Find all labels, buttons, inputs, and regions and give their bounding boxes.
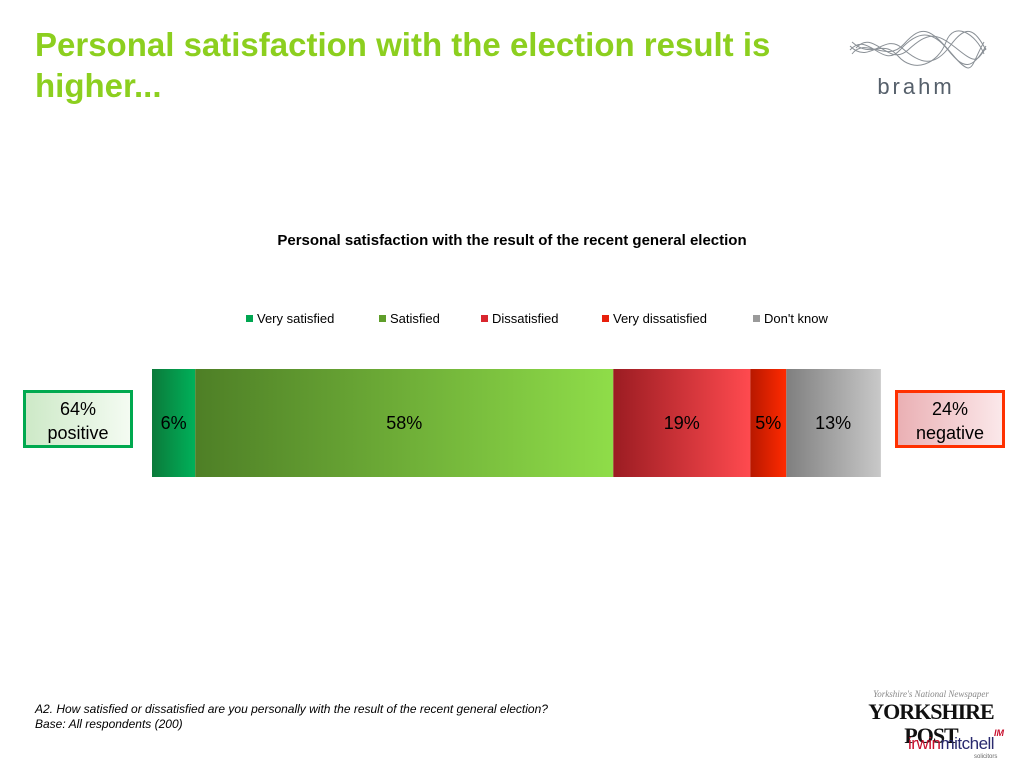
bar-segment-dissatisfied: [613, 369, 751, 477]
data-label: 58%: [386, 413, 422, 433]
negative-callout: 24% negative: [895, 390, 1005, 448]
legend-swatch: [246, 315, 253, 322]
yorkshire-post-logo: Yorkshire's National Newspaper YORKSHIRE…: [848, 688, 1014, 748]
legend-label: Very satisfied: [257, 311, 335, 326]
legend-item-dissatisfied: Dissatisfied: [481, 310, 558, 328]
footnote-question: A2. How satisfied or dissatisfied are yo…: [35, 702, 548, 716]
chart-title: Personal satisfaction with the result of…: [277, 232, 747, 249]
bar-segment-satisfied: [195, 369, 614, 477]
legend-label: Very dissatisfied: [613, 311, 707, 326]
footnote: A2. How satisfied or dissatisfied are yo…: [35, 702, 548, 732]
bar-segment-very-satisfied: [152, 369, 196, 477]
irwin-mitchell-part1: irwin: [908, 734, 941, 753]
irwin-mitchell-logo: irwinmitchell solicitors IM: [908, 728, 1020, 764]
legend-item-very-dissatisfied: Very dissatisfied: [602, 310, 707, 328]
legend-swatch: [481, 315, 488, 322]
yorkshire-post-name: YORKSHIRE POST: [868, 699, 994, 748]
irwin-mitchell-part2: mitchell: [940, 734, 995, 753]
data-label: 13%: [815, 413, 851, 433]
data-label: 19%: [664, 413, 700, 433]
data-label: 5%: [755, 413, 781, 433]
legend-item-dont-know: Don't know: [753, 310, 828, 328]
negative-value: 24%: [931, 399, 969, 419]
negative-label: negative: [915, 423, 985, 443]
irwin-mitchell-sub: solicitors: [974, 754, 998, 760]
positive-label: positive: [47, 423, 109, 443]
legend-item-satisfied: Satisfied: [379, 310, 440, 328]
slide-title: Personal satisfaction with the election …: [35, 26, 771, 104]
yorkshire-post-tagline: Yorkshire's National Newspaper: [873, 689, 989, 699]
legend-swatch: [379, 315, 386, 322]
bar-segment-don-t-know: [786, 369, 880, 477]
data-label: 6%: [161, 413, 187, 433]
positive-value: 64%: [59, 399, 97, 419]
brahm-logo: brahm: [848, 26, 988, 99]
irwin-mitchell-wordmark: irwinmitchell: [908, 734, 995, 754]
brahm-wave-icon: [849, 30, 987, 69]
positive-callout: 64% positive: [23, 390, 133, 448]
irwin-mitchell-mark: IM: [994, 728, 1004, 738]
bar-segment-very-dissatisfied: [750, 369, 787, 477]
legend-label: Dissatisfied: [492, 311, 559, 326]
legend-label: Don't know: [764, 311, 828, 326]
brahm-wordmark: brahm: [877, 74, 955, 99]
legend-label: Satisfied: [390, 311, 440, 326]
legend-item-very-satisfied: Very satisfied: [246, 310, 334, 328]
footnote-base: Base: All respondents (200): [35, 717, 183, 731]
legend-swatch: [753, 315, 760, 322]
legend-swatch: [602, 315, 609, 322]
